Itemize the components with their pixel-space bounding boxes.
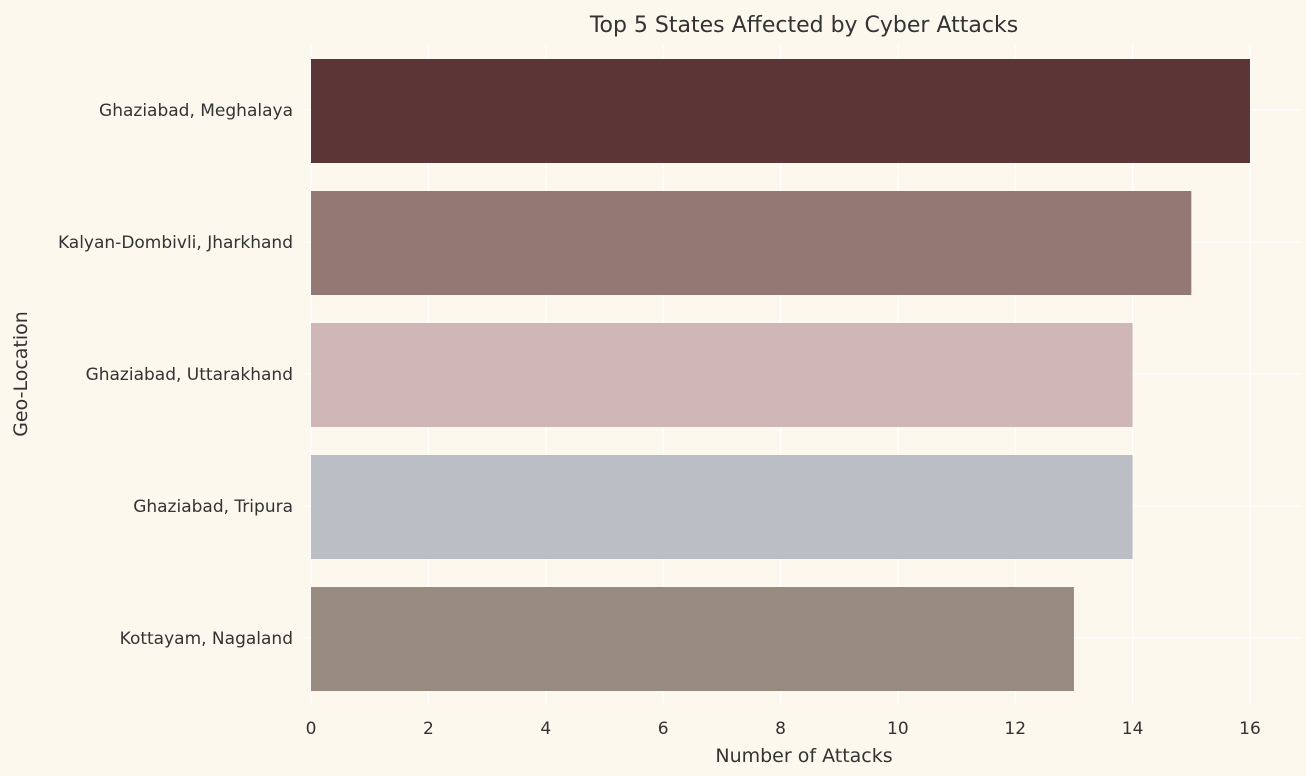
y-axis-ticks: Ghaziabad, Meghalaya Kalyan-Dombivli, Jha… [58, 101, 293, 649]
x-axis-ticks: 0 2 4 6 8 10 12 14 16 [306, 719, 1261, 739]
chart-title: Top 5 States Affected by Cyber Attacks [589, 13, 1018, 38]
bar [311, 59, 1250, 163]
y-axis-label: Geo-Location [10, 311, 32, 437]
x-tick-label: 10 [887, 719, 909, 739]
x-axis-label: Number of Attacks [715, 745, 892, 767]
x-tick-label: 12 [1004, 719, 1026, 739]
bars [311, 59, 1250, 691]
bar [311, 323, 1133, 427]
x-tick-label: 6 [658, 719, 669, 739]
y-tick-label: Kalyan-Dombivli, Jharkhand [58, 233, 293, 253]
x-tick-label: 16 [1239, 719, 1261, 739]
y-tick-label: Ghaziabad, Uttarakhand [86, 365, 293, 385]
x-tick-label: 2 [423, 719, 434, 739]
x-tick-label: 0 [306, 719, 317, 739]
bar [311, 455, 1133, 559]
y-tick-label: Kottayam, Nagaland [120, 629, 293, 649]
bar [311, 587, 1074, 691]
y-tick-label: Ghaziabad, Tripura [133, 497, 293, 517]
x-tick-label: 4 [540, 719, 551, 739]
bar [311, 191, 1192, 295]
y-tick-label: Ghaziabad, Meghalaya [99, 101, 293, 121]
x-tick-label: 14 [1122, 719, 1144, 739]
x-tick-label: 8 [775, 719, 786, 739]
